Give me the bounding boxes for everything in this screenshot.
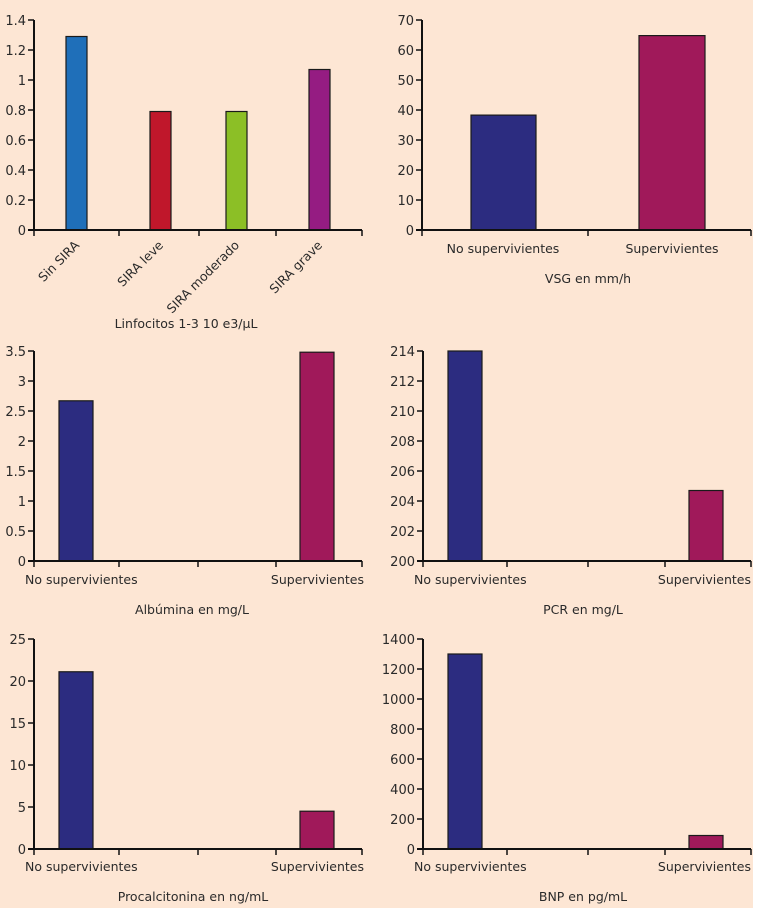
chart-title: VSG en mm/h <box>545 271 631 286</box>
y-tick-label: 206 <box>390 465 415 480</box>
bar-albumina-0 <box>58 400 94 562</box>
y-tick-label: 210 <box>390 405 415 420</box>
y-tick-label: 30 <box>397 134 414 149</box>
chart-vsg: 0 10 20 30 40 50 60 70 No supervivientes Superviv… <box>397 14 752 286</box>
y-tick-label: 1.4 <box>5 14 26 29</box>
category-label: No supervivientes <box>25 859 138 874</box>
chart-bnp: 0 200 400 600 800 1000 1200 1400 No supervivient… <box>382 633 752 904</box>
y-tick-label: 25 <box>9 633 26 648</box>
chart-title: Procalcitonina en ng/mL <box>118 889 269 904</box>
y-tick-label: 0 <box>407 843 415 858</box>
y-tick-label: 3 <box>18 375 26 390</box>
category-label: SIRA leve <box>114 237 166 289</box>
y-tick-label: 20 <box>397 164 414 179</box>
bar-pcr-0 <box>447 350 483 562</box>
y-tick-label: 204 <box>390 495 415 510</box>
category-label: Supervivientes <box>271 572 364 587</box>
category-label: No supervivientes <box>414 859 527 874</box>
bar-procalcitonina-1 <box>299 810 335 850</box>
chart-title: PCR en mg/L <box>543 602 623 617</box>
category-label: SIRA grave <box>266 237 325 296</box>
bar-linfocitos-3 <box>308 68 331 231</box>
chart-title: Albúmina en mg/L <box>135 602 249 617</box>
y-tick-label: 50 <box>397 74 414 89</box>
y-tick-label: 10 <box>9 759 26 774</box>
bar-linfocitos-2 <box>225 110 248 231</box>
bar-vsg-0 <box>470 114 537 231</box>
y-tick-label: 1400 <box>382 633 415 648</box>
chart-pcr: 200 202 204 206 208 210 212 214 No superviviente… <box>390 345 752 617</box>
y-tick-label: 0.4 <box>5 164 26 179</box>
y-tick-label: 0 <box>18 555 26 570</box>
bar-pcr-1 <box>688 489 724 562</box>
y-tick-label: 0 <box>406 224 414 239</box>
y-tick-label: 1.5 <box>5 465 26 480</box>
y-tick-label: 0.2 <box>5 194 26 209</box>
category-label: SIRA moderado <box>164 238 243 317</box>
y-tick-label: 15 <box>9 717 26 732</box>
y-tick-label: 200 <box>390 555 415 570</box>
y-tick-label: 1000 <box>382 693 415 708</box>
y-tick-label: 1 <box>18 74 26 89</box>
y-tick-label: 0 <box>18 224 26 239</box>
y-tick-label: 60 <box>397 44 414 59</box>
category-label: Supervivientes <box>658 859 751 874</box>
y-tick-label: 202 <box>390 525 415 540</box>
y-tick-label: 212 <box>390 375 415 390</box>
bar-albumina-1 <box>299 351 335 562</box>
category-label: No supervivientes <box>414 572 527 587</box>
bar-bnp-0 <box>447 653 483 850</box>
y-tick-label: 2 <box>18 435 26 450</box>
category-label: No supervivientes <box>25 572 138 587</box>
y-tick-label: 400 <box>390 783 415 798</box>
bar-vsg-1 <box>638 34 706 231</box>
y-tick-label: 0.6 <box>5 134 26 149</box>
y-tick-label: 1 <box>18 495 26 510</box>
y-tick-label: 600 <box>390 753 415 768</box>
category-label: Supervivientes <box>271 859 364 874</box>
y-tick-label: 70 <box>397 14 414 29</box>
y-tick-label: 3.5 <box>5 345 26 360</box>
y-tick-label: 5 <box>18 801 26 816</box>
chart-procalcitonina: 0 5 10 15 20 25 No supervivientes Superviviente… <box>9 633 364 904</box>
y-tick-label: 20 <box>9 675 26 690</box>
chart-albumina: 0 0.5 1 1.5 2 2.5 3 3.5 No supervivientes Supervi… <box>5 345 364 617</box>
y-tick-label: 1200 <box>382 663 415 678</box>
category-label: Sin SIRA <box>35 237 82 284</box>
y-tick-label: 10 <box>397 194 414 209</box>
y-tick-label: 200 <box>390 813 415 828</box>
bar-procalcitonina-0 <box>58 671 94 850</box>
category-label: Supervivientes <box>625 241 718 256</box>
chart-title: BNP en pg/mL <box>539 889 627 904</box>
category-label: Supervivientes <box>658 572 751 587</box>
chart-title: Linfocitos 1-3 10 e3/µL <box>115 316 258 331</box>
y-tick-label: 1.2 <box>5 44 26 59</box>
bar-linfocitos-1 <box>149 110 172 231</box>
y-tick-label: 208 <box>390 435 415 450</box>
y-tick-label: 214 <box>390 345 415 360</box>
y-tick-label: 0 <box>18 843 26 858</box>
y-tick-label: 2.5 <box>5 405 26 420</box>
bar-bnp-1 <box>688 834 724 850</box>
y-tick-label: 40 <box>397 104 414 119</box>
category-label: No supervivientes <box>447 241 560 256</box>
y-tick-label: 0.8 <box>5 104 26 119</box>
bar-linfocitos-0 <box>65 35 88 231</box>
y-tick-label: 0.5 <box>5 525 26 540</box>
y-tick-label: 800 <box>390 723 415 738</box>
